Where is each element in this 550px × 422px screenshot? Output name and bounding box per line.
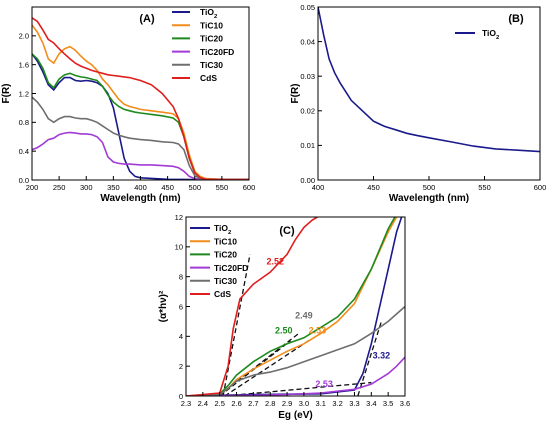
- x-tick-label: 600: [534, 183, 547, 192]
- series-line-tic30: [32, 96, 249, 180]
- x-tick-label: 2.8: [265, 399, 275, 408]
- x-tick-label: 600: [243, 183, 256, 192]
- y-tick-label: 2: [179, 362, 183, 371]
- legend-label: TiC20FD: [214, 263, 248, 273]
- panel-label: (B): [508, 13, 524, 25]
- series-line-tic30: [186, 305, 405, 396]
- legend-label: CdS: [200, 73, 217, 83]
- x-tick-label: 550: [216, 183, 229, 192]
- x-tick-label: 2.4: [198, 399, 208, 408]
- y-tick-label: 10: [175, 243, 183, 252]
- legend-label: TiO2: [482, 28, 500, 41]
- x-tick-label: 250: [53, 183, 66, 192]
- y-axis-label: F(R): [290, 84, 301, 104]
- y-tick-label: 8: [179, 272, 183, 281]
- annotation-label: 2.53: [315, 379, 333, 389]
- plot-area: [318, 7, 540, 153]
- y-tick-label: 4: [179, 332, 183, 341]
- x-axis-label: Wavelength (nm): [389, 193, 469, 204]
- legend-label: TiO2: [214, 223, 232, 236]
- chart-panel-2: 400 450 500 550 600 0.00 0.01 0.02 0.03 0.04 0.05 W…: [290, 3, 546, 204]
- x-tick-label: 450: [161, 183, 174, 192]
- y-tick-label: 0.02: [300, 107, 315, 116]
- annotation-label: 2.52: [267, 257, 285, 267]
- series-line-tic20: [186, 217, 396, 396]
- x-tick-label: 300: [80, 183, 93, 192]
- fit-line: [222, 254, 251, 396]
- legend-label: TiC10: [200, 20, 223, 30]
- y-axis-label: (α*hν)²: [158, 290, 169, 322]
- annotation-label: 3.32: [373, 351, 391, 361]
- x-tick-label: 400: [312, 183, 325, 192]
- plot-area: [186, 217, 405, 396]
- series-line-cds: [32, 17, 249, 180]
- x-axis-label: Wavelength (nm): [100, 193, 180, 204]
- y-tick-label: 0.05: [300, 3, 315, 12]
- legend-label: TiC10: [214, 236, 237, 246]
- legend-label: TiC20FD: [200, 47, 234, 57]
- y-tick-label: 2.0: [19, 32, 29, 41]
- legend-label: TiC30: [200, 60, 223, 70]
- y-tick-label: 0.4: [19, 147, 29, 156]
- x-axis-label: Eg (eV): [278, 410, 312, 421]
- y-tick-label: 0.04: [300, 37, 315, 46]
- x-tick-label: 3.0: [299, 399, 309, 408]
- x-tick-label: 3.2: [332, 399, 342, 408]
- y-tick-label: 12: [175, 213, 183, 222]
- x-tick-label: 2.7: [248, 399, 258, 408]
- annotation-label: 2.50: [275, 325, 293, 335]
- x-tick-label: 3.4: [366, 399, 376, 408]
- y-tick-label: 1.2: [19, 89, 29, 98]
- x-tick-label: 3.1: [316, 399, 326, 408]
- x-tick-label: 3.6: [400, 399, 410, 408]
- series-line-tic20fd: [186, 356, 405, 396]
- x-tick-label: 350: [107, 183, 120, 192]
- y-tick-label: 0.00: [300, 176, 315, 185]
- chart-panel-3: 2.3 2.4 2.5 2.6 2.7 2.8 2.9 3.0 3.1 3.2 3.3 3.4 3.5 3…: [158, 213, 410, 421]
- x-tick-label: 3.5: [383, 399, 393, 408]
- legend-label: CdS: [214, 289, 231, 299]
- legend-label: TiC30: [214, 276, 237, 286]
- y-tick-label: 0.01: [300, 141, 315, 150]
- x-tick-label: 500: [423, 183, 436, 192]
- y-tick-label: 6: [179, 302, 183, 311]
- x-tick-label: 2.9: [282, 399, 292, 408]
- y-tick-label: 0.03: [300, 72, 315, 81]
- y-tick-label: 1.6: [19, 60, 29, 69]
- panel-label: (C): [279, 225, 295, 237]
- series-line-tic10: [32, 24, 249, 180]
- series-line-cds: [186, 217, 318, 396]
- plot-frame: [317, 6, 541, 181]
- panel-label: (A): [139, 13, 155, 25]
- x-tick-label: 550: [478, 183, 491, 192]
- x-tick-label: 200: [26, 183, 39, 192]
- series-line-tio2: [318, 7, 540, 153]
- x-tick-label: 500: [188, 183, 201, 192]
- x-tick-label: 400: [134, 183, 147, 192]
- y-tick-label: 0: [179, 392, 183, 401]
- fit-line: [224, 338, 312, 396]
- legend-label: TiO2: [200, 7, 218, 20]
- chart-panel-1: 200 250 300 350 400 450 500 550 600 0.0 0.4 0.8 1.2 1…: [1, 6, 256, 204]
- x-tick-label: 2.6: [231, 399, 241, 408]
- fit-line: [357, 321, 383, 396]
- fit-line: [224, 381, 372, 396]
- x-tick-label: 3.3: [349, 399, 359, 408]
- legend: TiO2: [455, 28, 500, 41]
- x-tick-label: 450: [367, 183, 380, 192]
- annotation-label: 2.49: [295, 310, 313, 320]
- annotation-label: 2.53: [309, 325, 327, 335]
- y-tick-label: 0.8: [19, 118, 29, 127]
- x-tick-label: 2.5: [214, 399, 224, 408]
- x-tick-label: 2.3: [181, 399, 191, 408]
- y-axis-label: F(R): [1, 84, 12, 104]
- legend-label: TiC20: [214, 250, 237, 260]
- series-line-tic20fd: [32, 131, 249, 180]
- y-tick-label: 0.0: [19, 176, 29, 185]
- legend-label: TiC20: [200, 34, 223, 44]
